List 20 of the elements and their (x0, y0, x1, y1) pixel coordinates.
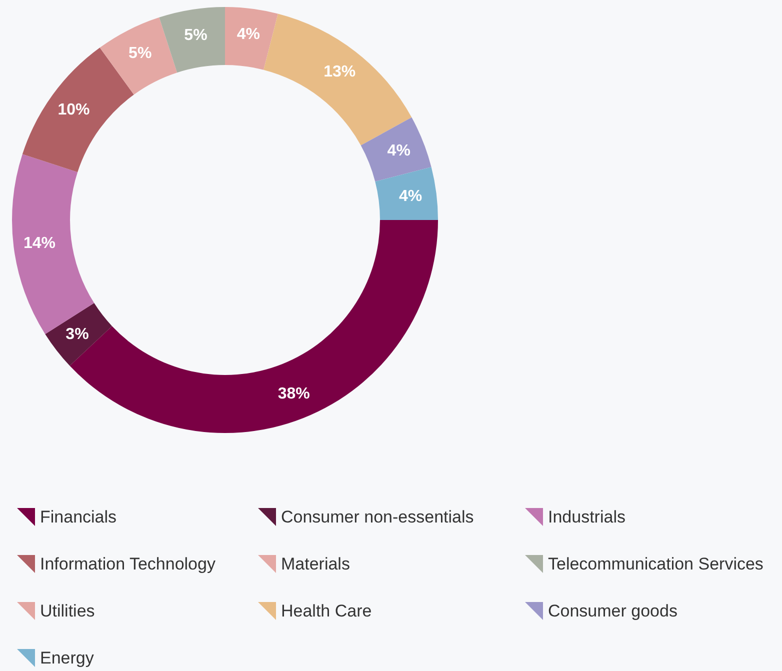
legend-label: Industrials (548, 508, 626, 526)
legend-label: Telecommunication Services (548, 554, 764, 574)
legend-label: Materials (281, 554, 350, 574)
data-label: 4% (387, 142, 410, 160)
data-label: 14% (23, 234, 56, 252)
data-label: 5% (128, 44, 152, 62)
data-label: 13% (324, 64, 356, 81)
legend-label: Utilities (40, 602, 95, 620)
legend-label: Financials (40, 508, 117, 526)
legend-label: Consumer non-essentials (281, 508, 474, 526)
data-label: 10% (58, 102, 90, 119)
legend-label: Energy (40, 648, 94, 668)
data-label: 4% (398, 188, 422, 206)
data-label: 38% (278, 385, 310, 402)
data-label: 4% (236, 26, 260, 43)
legend-label: Consumer goods (548, 602, 678, 620)
data-label: 5% (184, 26, 208, 44)
legend-label: Information Technology (40, 554, 216, 574)
data-label: 3% (66, 326, 89, 344)
legend-label: Health Care (281, 602, 372, 620)
